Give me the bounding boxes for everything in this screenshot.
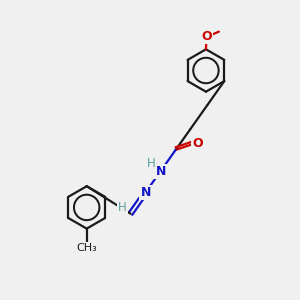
Text: H: H: [118, 201, 127, 214]
Text: O: O: [192, 137, 203, 150]
Text: N: N: [140, 186, 151, 199]
Text: CH₃: CH₃: [76, 243, 97, 253]
Text: N: N: [155, 165, 166, 178]
Text: H: H: [147, 157, 156, 170]
Text: O: O: [201, 30, 211, 44]
